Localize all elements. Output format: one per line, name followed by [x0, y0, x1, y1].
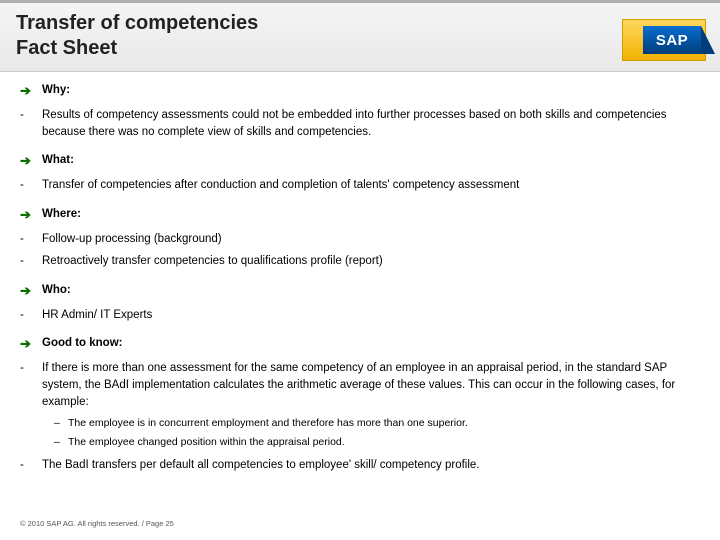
where-item2: Retroactively transfer competencies to q… — [42, 253, 700, 270]
title-line1: Transfer of competencies — [16, 12, 258, 34]
where-heading: Where: — [42, 206, 700, 223]
section-why-heading: ➔ Why: — [20, 82, 700, 101]
what-item1-row: - Transfer of competencies after conduct… — [20, 177, 700, 194]
logo-container: SAP — [622, 19, 706, 61]
dash-icon: - — [20, 255, 24, 267]
dash-icon: – — [54, 435, 68, 450]
why-item1: Results of competency assessments could … — [42, 107, 700, 140]
arrow-icon: ➔ — [20, 283, 31, 298]
what-item1: Transfer of competencies after conductio… — [42, 177, 700, 194]
what-heading: What: — [42, 152, 700, 169]
dash-icon: – — [54, 416, 68, 431]
who-item1: HR Admin/ IT Experts — [42, 307, 700, 324]
sap-logo: SAP — [643, 26, 701, 54]
where-item1: Follow-up processing (background) — [42, 231, 700, 248]
arrow-icon: ➔ — [20, 83, 31, 98]
good-item2: The BadI transfers per default all compe… — [42, 457, 700, 474]
dash-icon: - — [20, 179, 24, 191]
arrow-icon: ➔ — [20, 153, 31, 168]
arrow-icon: ➔ — [20, 336, 31, 351]
where-item2-row: - Retroactively transfer competencies to… — [20, 253, 700, 270]
who-heading: Who: — [42, 282, 700, 299]
section-where-heading: ➔ Where: — [20, 206, 700, 225]
dash-icon: - — [20, 459, 24, 471]
good-sub2: The employee changed position within the… — [68, 435, 345, 450]
page-title: Transfer of competencies Fact Sheet — [16, 11, 258, 61]
good-item2-row: - The BadI transfers per default all com… — [20, 457, 700, 474]
dash-icon: - — [20, 309, 24, 321]
good-sub1: The employee is in concurrent employment… — [68, 416, 468, 431]
dash-icon: - — [20, 362, 24, 374]
section-good-heading: ➔ Good to know: — [20, 335, 700, 354]
where-item1-row: - Follow-up processing (background) — [20, 231, 700, 248]
title-line2: Fact Sheet — [16, 37, 117, 59]
good-sub2-row: – The employee changed position within t… — [54, 435, 700, 450]
dash-icon: - — [20, 109, 24, 121]
who-item1-row: - HR Admin/ IT Experts — [20, 307, 700, 324]
good-sublist: – The employee is in concurrent employme… — [54, 416, 700, 450]
why-heading: Why: — [42, 82, 700, 99]
good-item1-row: - If there is more than one assessment f… — [20, 360, 700, 410]
section-what-heading: ➔ What: — [20, 152, 700, 171]
dash-icon: - — [20, 233, 24, 245]
why-item1-row: - Results of competency assessments coul… — [20, 107, 700, 140]
good-heading: Good to know: — [42, 335, 700, 352]
good-item1: If there is more than one assessment for… — [42, 360, 700, 410]
good-sub1-row: – The employee is in concurrent employme… — [54, 416, 700, 431]
header-band: Transfer of competencies Fact Sheet SAP — [0, 0, 720, 72]
footer-copyright: © 2010 SAP AG. All rights reserved. / Pa… — [20, 519, 174, 528]
section-who-heading: ➔ Who: — [20, 282, 700, 301]
arrow-icon: ➔ — [20, 207, 31, 222]
content-area: ➔ Why: - Results of competency assessmen… — [0, 72, 720, 473]
